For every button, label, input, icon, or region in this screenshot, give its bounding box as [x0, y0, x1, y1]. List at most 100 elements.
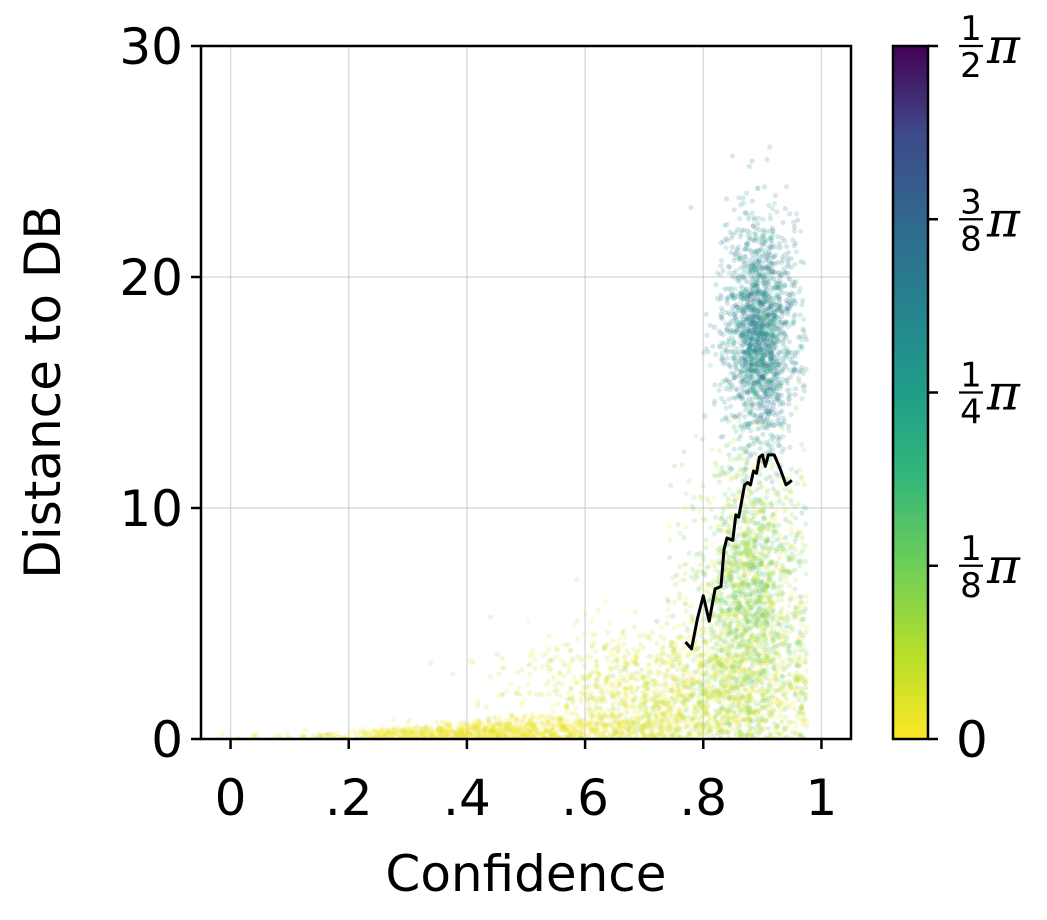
- scatter-point: [610, 693, 616, 699]
- scatter-point: [752, 499, 758, 505]
- scatter-point: [803, 571, 809, 577]
- scatter-point: [525, 618, 531, 624]
- scatter-point: [607, 682, 613, 688]
- scatter-point: [778, 273, 784, 279]
- scatter-point: [631, 646, 637, 652]
- scatter-point: [760, 237, 766, 243]
- scatter-point: [743, 349, 749, 355]
- scatter-point: [729, 545, 735, 551]
- scatter-point: [722, 600, 728, 606]
- scatter-point: [792, 586, 798, 592]
- scatter-point: [754, 315, 760, 321]
- scatter-point: [751, 313, 757, 319]
- scatter-point: [719, 307, 725, 313]
- scatter-point: [717, 382, 723, 388]
- scatter-point: [727, 286, 733, 292]
- scatter-point: [754, 435, 760, 441]
- scatter-point: [742, 407, 749, 413]
- scatter-point: [749, 158, 755, 164]
- scatter-point: [695, 586, 702, 593]
- scatter-point: [729, 382, 736, 388]
- scatter-point: [769, 419, 775, 425]
- scatter-point: [707, 362, 713, 368]
- scatter-point: [787, 583, 793, 589]
- scatter-point: [615, 706, 621, 713]
- scatter-point: [750, 597, 756, 603]
- scatter-point: [753, 341, 760, 348]
- scatter-point: [728, 370, 734, 376]
- scatter-point: [793, 240, 799, 246]
- scatter-point: [574, 636, 580, 642]
- scatter-point: [740, 342, 746, 348]
- scatter-point: [521, 698, 527, 704]
- scatter-point: [761, 417, 767, 424]
- scatter-point: [760, 339, 766, 345]
- scatter-point: [688, 603, 694, 609]
- scatter-point: [777, 576, 783, 583]
- scatter-point: [750, 313, 757, 319]
- scatter-point: [743, 449, 749, 455]
- scatter-point: [665, 667, 671, 674]
- scatter-point: [755, 248, 762, 254]
- scatter-point: [771, 406, 777, 413]
- scatter-point: [759, 664, 765, 670]
- scatter-point: [607, 620, 613, 626]
- scatter-point: [773, 382, 779, 388]
- scatter-point: [751, 307, 757, 313]
- scatter-point: [746, 257, 752, 263]
- scatter-point: [736, 418, 742, 424]
- scatter-point: [754, 346, 760, 352]
- scatter-point: [677, 706, 683, 712]
- scatter-point: [759, 314, 765, 320]
- scatter-point: [738, 291, 745, 297]
- scatter-point: [739, 319, 745, 325]
- scatter-point: [762, 249, 769, 255]
- scatter-point: [799, 703, 805, 709]
- scatter-point: [700, 483, 706, 489]
- scatter-point: [741, 323, 747, 329]
- scatter-point: [776, 297, 782, 303]
- scatter-point: [737, 234, 744, 240]
- scatter-point: [689, 503, 695, 509]
- scatter-point: [450, 671, 456, 677]
- scatter-point: [749, 695, 755, 701]
- scatter-point: [731, 498, 738, 504]
- scatter-point: [762, 239, 768, 245]
- scatter-point: [711, 531, 717, 537]
- scatter-point: [723, 646, 729, 652]
- scatter-point: [769, 540, 776, 546]
- scatter-point: [735, 308, 742, 314]
- scatter-point: [699, 582, 705, 588]
- scatter-point: [796, 501, 802, 507]
- scatter-point: [754, 419, 761, 425]
- scatter-point: [794, 480, 800, 487]
- scatter-point: [803, 624, 810, 630]
- scatter-point: [747, 375, 753, 381]
- scatter-point: [769, 302, 775, 308]
- scatter-point: [768, 631, 774, 637]
- scatter-point: [713, 351, 719, 357]
- scatter-point: [749, 315, 755, 321]
- scatter-point: [717, 688, 723, 694]
- scatter-point: [746, 216, 752, 222]
- scatter-point: [766, 326, 772, 332]
- scatter-point: [760, 528, 767, 534]
- scatter-point: [530, 648, 536, 654]
- scatter-point: [732, 312, 738, 318]
- scatter-point: [750, 613, 756, 619]
- scatter-point: [749, 210, 756, 216]
- scatter-point: [754, 288, 760, 294]
- scatter-point: [727, 456, 733, 462]
- scatter-point: [749, 528, 755, 534]
- scatter-point: [685, 706, 692, 712]
- scatter-point: [747, 367, 753, 373]
- scatter-point: [751, 354, 757, 360]
- scatter-point: [793, 405, 799, 411]
- scatter-point: [760, 725, 766, 731]
- scatter-point: [761, 269, 767, 275]
- scatter-point: [763, 296, 769, 302]
- scatter-point: [572, 622, 578, 628]
- scatter-point: [776, 396, 782, 402]
- scatter-point: [770, 533, 776, 539]
